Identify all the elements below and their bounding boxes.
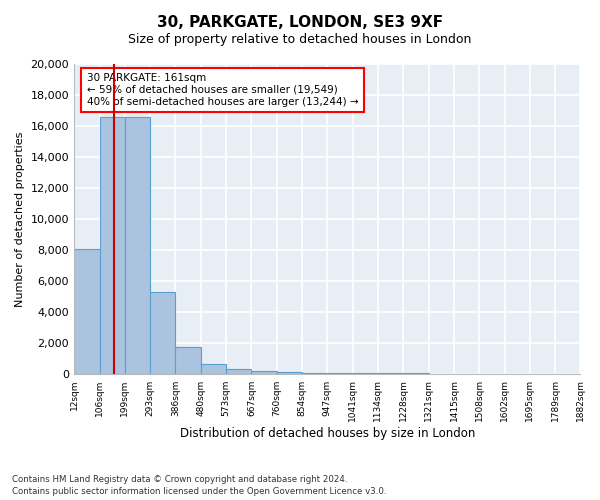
Bar [125,117,150,374]
Bar [353,373,378,374]
Bar [175,346,201,374]
Bar [201,364,226,374]
Y-axis label: Number of detached properties: Number of detached properties [15,132,25,307]
Bar [251,371,277,374]
Bar [327,373,353,374]
Bar [150,292,175,374]
Bar [302,372,327,374]
Text: Contains HM Land Registry data © Crown copyright and database right 2024.: Contains HM Land Registry data © Crown c… [12,475,347,484]
Bar [100,117,125,374]
Text: 30 PARKGATE: 161sqm
← 59% of detached houses are smaller (19,549)
40% of semi-de: 30 PARKGATE: 161sqm ← 59% of detached ho… [87,74,358,106]
Bar [226,369,251,374]
Text: Contains public sector information licensed under the Open Government Licence v3: Contains public sector information licen… [12,487,386,496]
Text: Size of property relative to detached houses in London: Size of property relative to detached ho… [128,32,472,46]
Bar [74,248,100,374]
Text: 30, PARKGATE, LONDON, SE3 9XF: 30, PARKGATE, LONDON, SE3 9XF [157,15,443,30]
Bar [378,373,403,374]
X-axis label: Distribution of detached houses by size in London: Distribution of detached houses by size … [179,427,475,440]
Bar [277,372,302,374]
